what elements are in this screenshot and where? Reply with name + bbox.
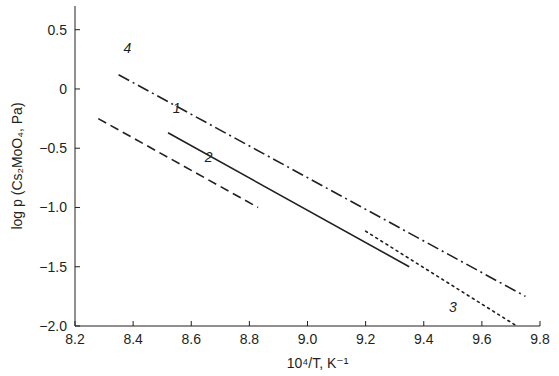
chart: 8.2 8.4 8.6 8.8 9.0 9.2 9.4 9.6 9.8 0.5 0 −0.5 −1.0 −…: [0, 0, 559, 376]
y-tick: [75, 148, 80, 149]
x-tick: [75, 321, 76, 326]
x-tick-label: 8.2: [65, 331, 85, 347]
y-tick: [75, 266, 80, 267]
x-tick: [307, 321, 308, 326]
y-axis: [75, 6, 76, 326]
y-tick: [75, 29, 80, 30]
x-tick: [540, 321, 541, 326]
x-tick-label: 9.4: [414, 331, 434, 347]
x-tick: [481, 321, 482, 326]
x-tick-label: 8.6: [182, 331, 202, 347]
series-label: 3: [449, 299, 457, 315]
y-tick-label: −0.5: [39, 140, 67, 156]
plot-area: [98, 75, 525, 326]
x-tick-label: 8.4: [123, 331, 143, 347]
x-tick-label: 8.8: [240, 331, 260, 347]
y-tick-label: −2.0: [39, 318, 67, 334]
series-label: 1: [173, 100, 181, 116]
y-tick: [75, 326, 80, 327]
x-tick-label: 9.8: [530, 331, 550, 347]
y-tick-label: 0: [59, 81, 67, 97]
y-tick-label: −1.5: [39, 259, 67, 275]
x-tick-label: 9.2: [356, 331, 376, 347]
x-tick: [365, 321, 366, 326]
y-tick: [75, 88, 80, 89]
series-line: [119, 75, 526, 297]
series-line: [98, 119, 258, 208]
series-label: 2: [204, 149, 213, 165]
x-tick: [191, 321, 192, 326]
x-axis-title: 10⁴/T, K⁻¹: [287, 355, 349, 371]
x-tick-label: 9.6: [472, 331, 492, 347]
series-line: [168, 133, 409, 267]
y-tick-label: −1.0: [39, 199, 67, 215]
y-axis-title: log p (Cs₂MoO₄, Pa): [9, 102, 25, 229]
y-tick-label: 0.5: [48, 22, 68, 38]
x-tick-label: 9.0: [298, 331, 318, 347]
x-tick: [133, 321, 134, 326]
x-tick: [423, 321, 424, 326]
series-label: 4: [123, 40, 131, 56]
x-tick: [249, 321, 250, 326]
y-tick: [75, 207, 80, 208]
